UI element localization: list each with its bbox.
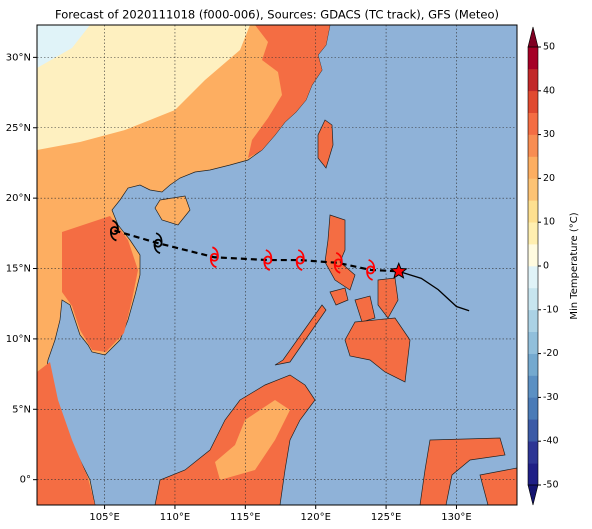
colorbar-tick-label: 10 xyxy=(543,217,555,228)
taiwan xyxy=(317,119,334,169)
mindanao xyxy=(344,317,411,383)
colorbar-band xyxy=(528,156,538,179)
current-position xyxy=(389,261,408,279)
typhoon-marker xyxy=(109,219,119,242)
x-tick-label: 130°E xyxy=(441,512,471,523)
cold-region xyxy=(37,25,250,150)
graticule xyxy=(37,25,517,505)
colorbar-band xyxy=(528,244,538,267)
x-tick-label: 125°E xyxy=(371,512,401,523)
colorbar-tick-label: 40 xyxy=(543,85,555,96)
colorbar-tick-label: 20 xyxy=(543,173,555,184)
colorbar-band xyxy=(528,222,538,245)
colorbar-band xyxy=(528,441,538,464)
sulawesi xyxy=(419,437,517,505)
colorbar-band xyxy=(528,112,538,135)
basemap xyxy=(37,25,517,505)
colorbar-tick-label: 30 xyxy=(543,129,555,140)
x-tick-label: 105°E xyxy=(89,512,119,523)
colorbar-band xyxy=(528,309,538,332)
visayas xyxy=(329,277,399,323)
colorbar-band xyxy=(528,375,538,398)
y-tick-label: 30°N xyxy=(6,52,31,63)
typhoon-marker xyxy=(209,246,219,269)
typhoon-marker xyxy=(295,249,305,271)
colorbar-band xyxy=(528,266,538,289)
colorbar-band xyxy=(528,331,538,354)
colorbar-over xyxy=(527,26,539,48)
x-tick-label: 120°E xyxy=(301,512,331,523)
colorbar-band xyxy=(528,397,538,420)
borneo-interior xyxy=(215,400,290,480)
map-title: Forecast of 2020111018 (f000-006), Sourc… xyxy=(55,8,499,22)
colorbar-band xyxy=(528,68,538,92)
colorbar-band xyxy=(528,353,538,376)
y-tick-label: 25°N xyxy=(6,123,31,134)
colorbar-band xyxy=(528,200,538,223)
y-tick-label: 20°N xyxy=(6,193,31,204)
y-tick-label: 5°N xyxy=(12,404,31,415)
map-frame xyxy=(36,24,518,506)
colorbar-band xyxy=(528,463,538,486)
typhoon-marker xyxy=(263,249,273,271)
x-tick-label: 110°E xyxy=(160,512,190,523)
palawan xyxy=(274,304,327,366)
warm-region xyxy=(37,362,95,505)
colorbar-tick-label: -50 xyxy=(543,480,559,491)
colorbar-tick-label: -20 xyxy=(543,348,559,359)
warm-region xyxy=(248,25,330,158)
y-tick-label: 0° xyxy=(20,475,31,486)
colorbar-tick-label: 0 xyxy=(543,261,549,272)
coldest-region xyxy=(37,25,90,68)
colorbar-band xyxy=(528,47,538,70)
colorbar-label: Min Temperature (°C) xyxy=(569,212,580,319)
forecast-track-line xyxy=(114,229,399,273)
colorbar-tick-label: -10 xyxy=(543,304,559,315)
past-track-line xyxy=(398,270,470,312)
hainan xyxy=(154,195,191,226)
colorbar-band xyxy=(528,90,538,113)
x-tick-label: 115°E xyxy=(230,512,260,523)
y-tick-label: 10°N xyxy=(6,334,31,345)
luzon xyxy=(324,214,356,291)
typhoon-marker xyxy=(333,252,343,274)
colorbar-band xyxy=(528,287,538,311)
colorbar-under xyxy=(527,484,539,506)
y-tick-label: 15°N xyxy=(6,264,31,275)
typhoon-marker xyxy=(153,232,163,255)
colorbar-band xyxy=(528,134,538,157)
colorbar-band xyxy=(528,419,538,442)
colorbar-tick-label: 50 xyxy=(543,42,555,53)
colorbar-tick-label: -40 xyxy=(543,436,559,447)
colorbar-band xyxy=(528,178,538,201)
colorbar-tick-label: -30 xyxy=(543,392,559,403)
warm-region xyxy=(62,216,138,352)
typhoon-marker xyxy=(366,259,376,281)
